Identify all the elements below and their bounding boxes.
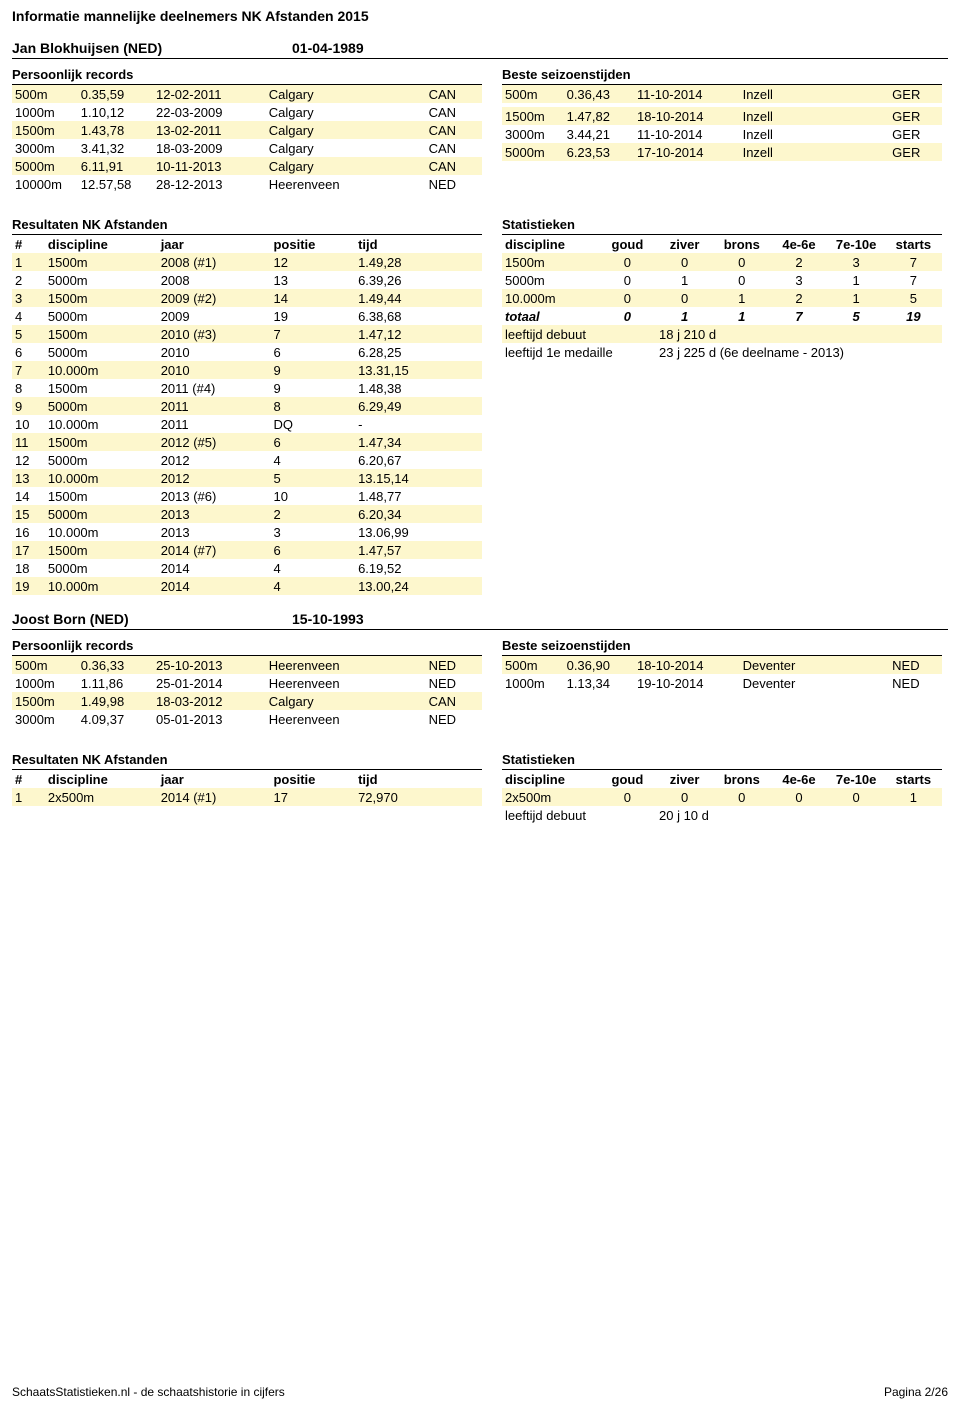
season-best-table: 500m0.36,9018-10-2014DeventerNED1000m1.1… — [502, 656, 942, 692]
stats-heading: Statistieken — [502, 215, 942, 235]
personal-records-table: 500m0.35,5912-02-2011CalgaryCAN1000m1.10… — [12, 85, 482, 193]
table-row: 171500m2014 (#7)61.47,57 — [12, 541, 482, 559]
table-row: 45000m2009196.38,68 — [12, 307, 482, 325]
stats-heading: Statistieken — [502, 750, 942, 770]
results-table: #disciplinejaarpositietijd12x500m2014 (#… — [12, 770, 482, 806]
table-row: 1610.000m2013313.06,99 — [12, 523, 482, 541]
table-row: 1500m1.47,8218-10-2014InzellGER — [502, 107, 942, 125]
table-row: 1500m1.43,7813-02-2011CalgaryCAN — [12, 121, 482, 139]
table-row: 25000m2008136.39,26 — [12, 271, 482, 289]
page-title: Informatie mannelijke deelnemers NK Afst… — [12, 8, 948, 24]
table-row: 1000m1.10,1222-03-2009CalgaryCAN — [12, 103, 482, 121]
athlete-name: Joost Born (NED) — [12, 611, 292, 627]
athlete-header: Joost Born (NED)15-10-1993 — [12, 611, 948, 630]
debut-row: leeftijd debuut18 j 210 d — [502, 325, 942, 343]
table-row: 3000m3.44,2111-10-2014InzellGER — [502, 125, 942, 143]
table-row: 1310.000m2012513.15,14 — [12, 469, 482, 487]
athlete-dob: 01-04-1989 — [292, 40, 364, 56]
table-row: 3000m4.09,3705-01-2013HeerenveenNED — [12, 710, 482, 728]
personal-records-heading: Persoonlijk records — [12, 65, 482, 85]
results-heading: Resultaten NK Afstanden — [12, 750, 482, 770]
table-row: 1000m1.13,3419-10-2014DeventerNED — [502, 674, 942, 692]
table-row: 141500m2013 (#6)101.48,77 — [12, 487, 482, 505]
table-row: 2x500m000001 — [502, 788, 942, 806]
footer-page-number: Pagina 2/26 — [884, 1385, 948, 1399]
table-row: 10000m12.57,5828-12-2013HeerenveenNED — [12, 175, 482, 193]
stats-total-row: totaal0117519 — [502, 307, 942, 325]
table-row: 500m0.36,9018-10-2014DeventerNED — [502, 656, 942, 674]
table-row: 51500m2010 (#3)71.47,12 — [12, 325, 482, 343]
table-row: 5000m6.11,9110-11-2013CalgaryCAN — [12, 157, 482, 175]
table-row: 1500m000237 — [502, 253, 942, 271]
table-row: 1000m1.11,8625-01-2014HeerenveenNED — [12, 674, 482, 692]
stats-table: disciplinegoudziverbrons4e-6e7e-10estart… — [502, 235, 942, 361]
season-best-heading: Beste seizoenstijden — [502, 65, 942, 85]
table-row: 5000m010317 — [502, 271, 942, 289]
table-row: 12x500m2014 (#1)1772,970 — [12, 788, 482, 806]
results-table: #disciplinejaarpositietijd11500m2008 (#1… — [12, 235, 482, 595]
table-row: 155000m201326.20,34 — [12, 505, 482, 523]
table-row: 5000m6.23,5317-10-2014InzellGER — [502, 143, 942, 161]
table-row: 1910.000m2014413.00,24 — [12, 577, 482, 595]
stats-table: disciplinegoudziverbrons4e-6e7e-10estart… — [502, 770, 942, 824]
table-row: 95000m201186.29,49 — [12, 397, 482, 415]
table-row: 31500m2009 (#2)141.49,44 — [12, 289, 482, 307]
athlete-dob: 15-10-1993 — [292, 611, 364, 627]
table-row: 500m0.35,5912-02-2011CalgaryCAN — [12, 85, 482, 103]
table-row: 81500m2011 (#4)91.48,38 — [12, 379, 482, 397]
athlete-header: Jan Blokhuijsen (NED)01-04-1989 — [12, 40, 948, 59]
debut-row: leeftijd debuut20 j 10 d — [502, 806, 942, 824]
table-row: 10.000m001215 — [502, 289, 942, 307]
table-row: 1500m1.49,9818-03-2012CalgaryCAN — [12, 692, 482, 710]
season-best-table: 500m0.36,4311-10-2014InzellGER 1500m1.47,… — [502, 85, 942, 161]
personal-records-heading: Persoonlijk records — [12, 636, 482, 656]
table-row: 500m0.36,4311-10-2014InzellGER — [502, 85, 942, 103]
table-row: 65000m201066.28,25 — [12, 343, 482, 361]
table-row: 11500m2008 (#1)121.49,28 — [12, 253, 482, 271]
results-heading: Resultaten NK Afstanden — [12, 215, 482, 235]
table-row: 1010.000m2011DQ- — [12, 415, 482, 433]
table-row: 125000m201246.20,67 — [12, 451, 482, 469]
athlete-name: Jan Blokhuijsen (NED) — [12, 40, 292, 56]
table-row: 3000m3.41,3218-03-2009CalgaryCAN — [12, 139, 482, 157]
first-medal-row: leeftijd 1e medaille23 j 225 d (6e deeln… — [502, 343, 942, 361]
personal-records-table: 500m0.36,3325-10-2013HeerenveenNED1000m1… — [12, 656, 482, 728]
table-row: 111500m2012 (#5)61.47,34 — [12, 433, 482, 451]
table-row: 185000m201446.19,52 — [12, 559, 482, 577]
page-footer: SchaatsStatistieken.nl - de schaatshisto… — [12, 1385, 948, 1399]
season-best-heading: Beste seizoenstijden — [502, 636, 942, 656]
table-row: 710.000m2010913.31,15 — [12, 361, 482, 379]
footer-source: SchaatsStatistieken.nl - de schaatshisto… — [12, 1385, 285, 1399]
table-row: 500m0.36,3325-10-2013HeerenveenNED — [12, 656, 482, 674]
